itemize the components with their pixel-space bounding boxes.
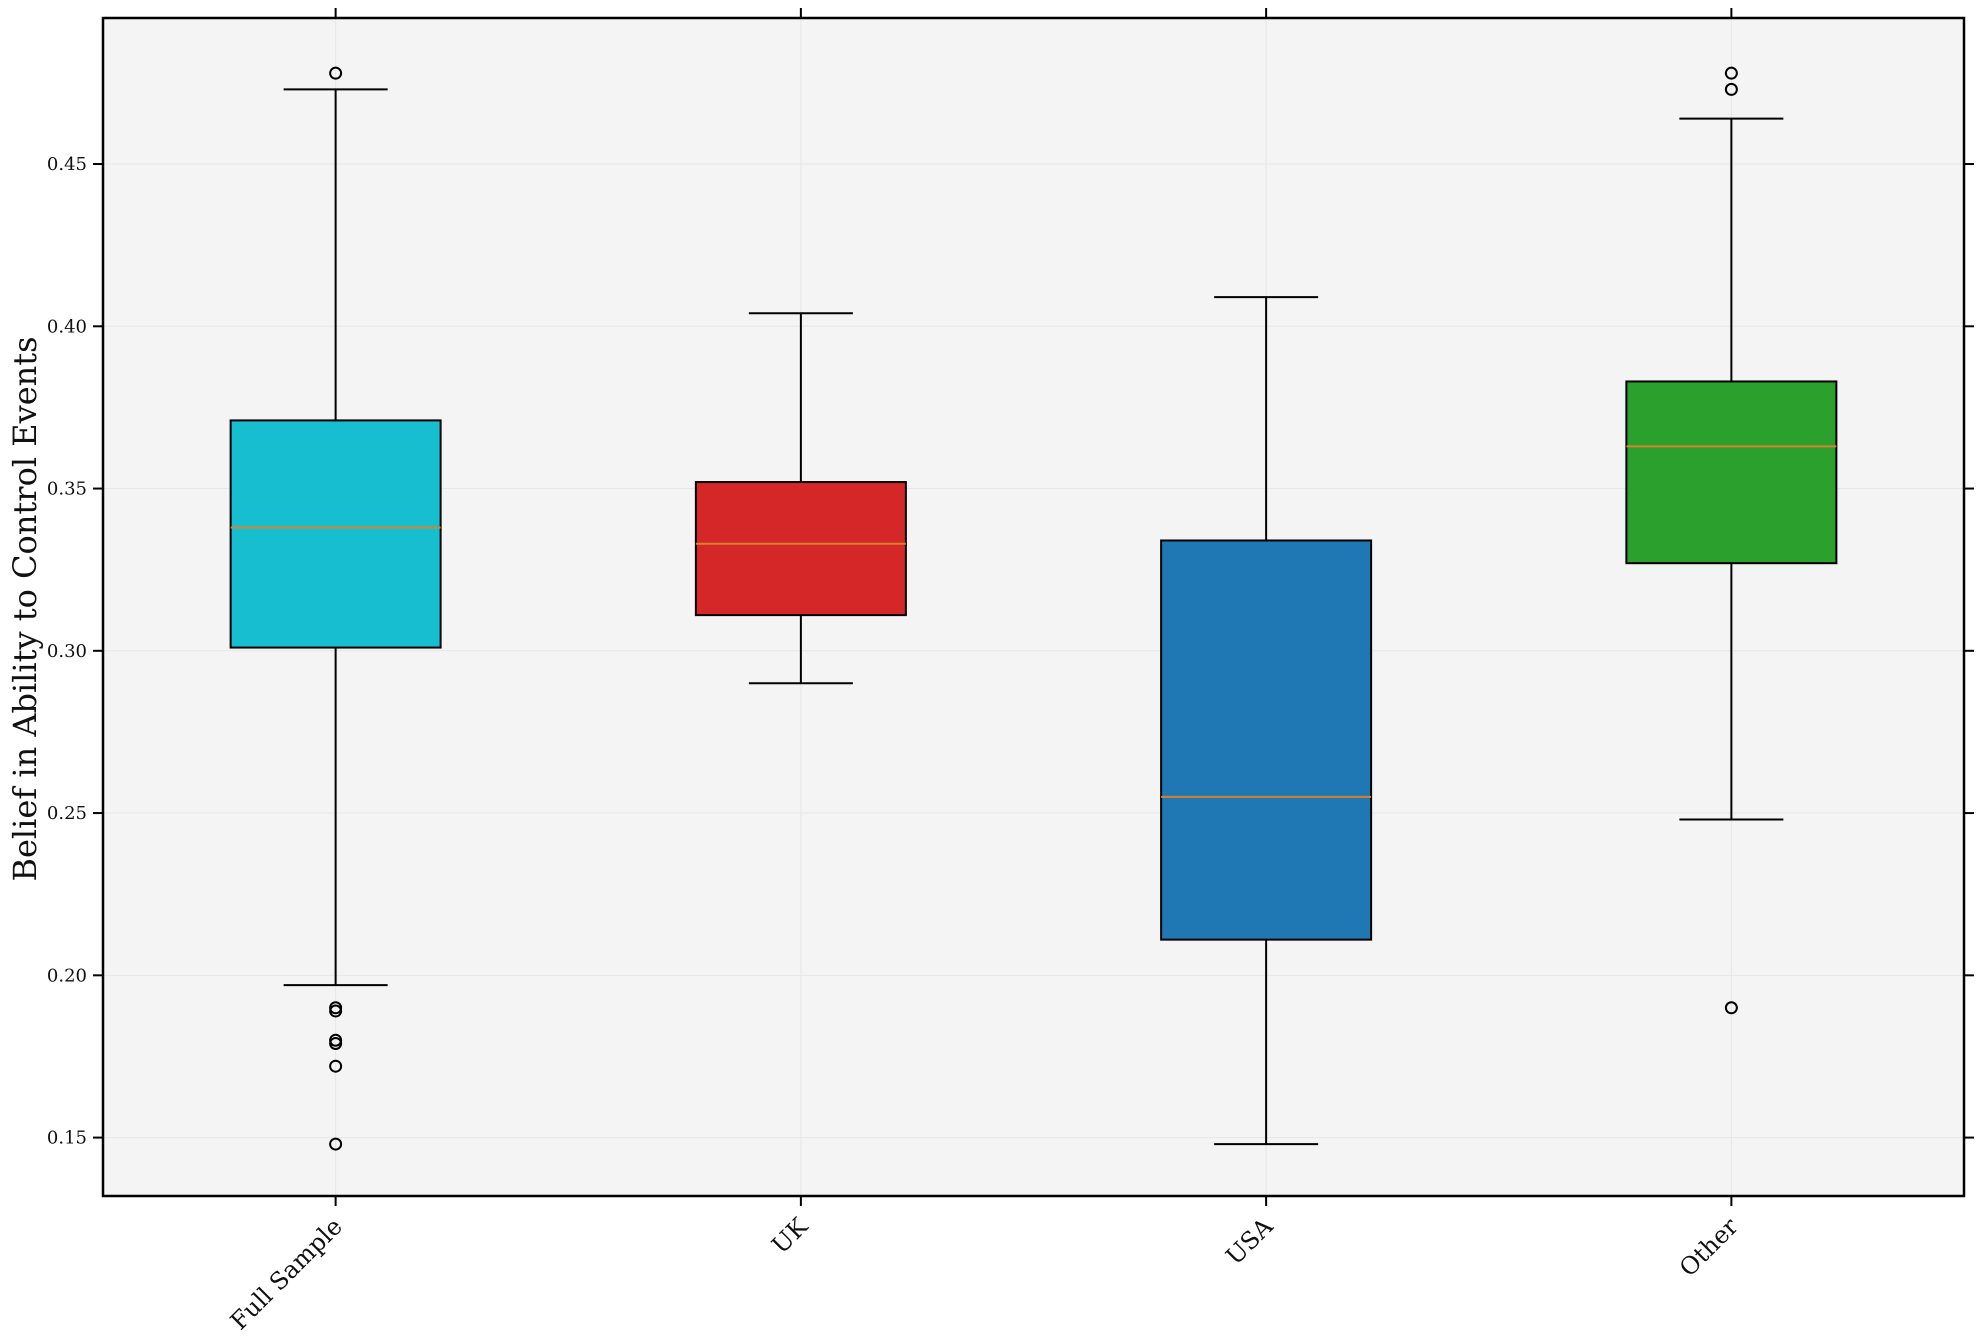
outlier-point	[329, 66, 343, 80]
x-category-label: Other	[1674, 1212, 1744, 1282]
y-axis-title: Belief in Ability to Control Events	[6, 336, 44, 881]
y-tick-label: 0.15	[47, 1128, 87, 1149]
box-usa	[1160, 539, 1373, 941]
y-tick-label: 0.30	[47, 641, 87, 662]
x-category-label: Full Sample	[225, 1212, 348, 1335]
outlier-point	[329, 1036, 343, 1050]
outlier-point	[329, 1004, 343, 1018]
y-tick-label: 0.35	[47, 479, 87, 500]
box-uk	[694, 481, 907, 617]
outlier-point	[1724, 66, 1738, 80]
x-category-label: UK	[766, 1212, 814, 1260]
y-tick-label: 0.40	[47, 316, 87, 337]
y-tick-label: 0.20	[47, 965, 87, 986]
plot-frame	[101, 16, 1966, 1198]
outlier-point	[1724, 1001, 1738, 1015]
outlier-point	[329, 1137, 343, 1151]
outlier-point	[329, 1059, 343, 1073]
box-full-sample	[229, 419, 442, 649]
box-other	[1625, 380, 1838, 565]
y-tick-label: 0.45	[47, 154, 87, 175]
outlier-point	[1724, 82, 1738, 96]
y-tick-label: 0.25	[47, 803, 87, 824]
x-category-label: USA	[1220, 1212, 1278, 1270]
